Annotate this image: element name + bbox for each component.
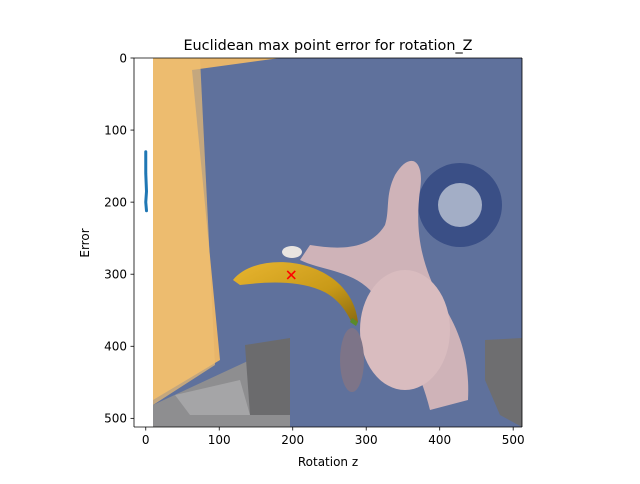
series-line-error [144, 150, 148, 213]
series-layer [144, 150, 296, 280]
background-image [153, 58, 522, 427]
y-tick-label: 0 [119, 51, 127, 65]
x-tick-label: 400 [428, 433, 451, 447]
y-axis-label: Error [78, 228, 92, 257]
y-tick-label: 200 [104, 195, 127, 209]
x-axis-label: Rotation z [298, 455, 358, 469]
y-tick-label: 100 [104, 123, 127, 137]
x-tick-label: 300 [355, 433, 378, 447]
x-tick-label: 100 [208, 433, 231, 447]
marker-stroke [286, 270, 296, 280]
x-axis: 0 100 200 300 400 500 [142, 427, 525, 447]
series-marker-marker [286, 270, 296, 280]
x-tick-label: 200 [281, 433, 304, 447]
y-tick-label: 500 [104, 412, 127, 426]
x-tick-label: 500 [502, 433, 525, 447]
axes-frame [133, 57, 523, 428]
y-tick-label: 400 [104, 340, 127, 354]
chart-title: Euclidean max point error for rotation_Z [183, 38, 472, 54]
y-axis: 0 100 200 300 400 500 [104, 51, 134, 426]
x-tick-label: 0 [142, 433, 150, 447]
y-tick-label: 300 [104, 268, 127, 282]
